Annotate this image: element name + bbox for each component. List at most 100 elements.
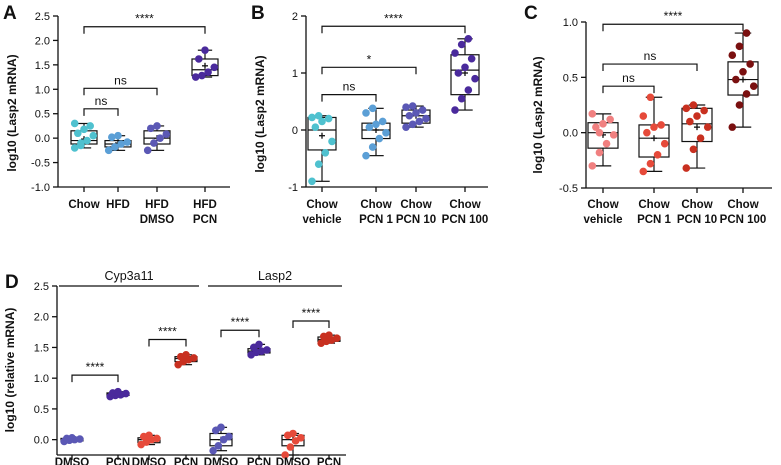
panel-c-y-tick-label: 1.0	[563, 17, 578, 29]
panel-d-data-point	[68, 433, 76, 442]
panel-b-data-point	[321, 149, 330, 157]
panel-c-y-tick-label: 0.0	[563, 128, 578, 140]
panel-d-data-point	[214, 441, 223, 450]
panel-c-data-point	[728, 51, 737, 60]
panel-a-significance-label: ns	[95, 94, 108, 108]
panel-b-data-point	[422, 114, 430, 123]
panel-d-data-point	[286, 443, 295, 451]
panel-d-category-label: DMSO	[204, 457, 239, 465]
panel-c-category-label: vehicle	[584, 214, 623, 226]
panel-a-data-point	[198, 71, 206, 80]
panel-d-group-title: Cyp3a11	[104, 269, 153, 283]
panel-c-data-point	[599, 120, 607, 128]
panel-c-data-point	[606, 115, 614, 124]
panel-c-data-point	[686, 117, 694, 126]
panel-c-data-point	[639, 167, 648, 176]
panel-c-significance-bracket	[602, 85, 655, 94]
panel-c-category-label: Chow	[727, 199, 758, 211]
panel-b-data-point	[415, 117, 424, 126]
panel-c-data-point	[742, 29, 751, 37]
panel-a-significance-bracket	[83, 26, 206, 34]
panel-d-data-point	[217, 423, 225, 432]
panel-d-data-point	[153, 434, 161, 443]
panel-c-data-point	[749, 82, 758, 90]
panel-a-significance-label: ns	[114, 73, 127, 87]
panel-c-data-point	[609, 131, 618, 139]
panel-b-data-point	[375, 134, 384, 143]
panel-c-category-label: Chow	[638, 199, 669, 211]
panel-b-category-label: Chow	[306, 199, 337, 211]
panel-c-category-label: PCN 100	[720, 214, 767, 226]
panel-c-category-label: Chow	[681, 199, 712, 211]
panel-c-ylabel: log10 (Lasp2 mRNA)	[531, 56, 545, 173]
panel-d-significance-bracket	[148, 338, 187, 347]
panel-d-y-tick-label: 0.0	[34, 435, 49, 447]
panel-c-data-point	[689, 145, 698, 154]
panel-a-data-point	[117, 140, 125, 148]
panel-b-data-point	[418, 106, 427, 114]
panel-a-category-label: HFD	[145, 199, 169, 211]
panel-b-category-label: Chow	[360, 199, 391, 211]
panel-c-data-point	[703, 123, 712, 131]
panel-a-data-point	[70, 144, 79, 152]
panel-a-data-point	[114, 131, 122, 140]
panel-b-data-point	[402, 123, 410, 131]
panel-c-box	[681, 107, 713, 143]
panel-c-data-point	[693, 112, 701, 120]
panel-d-y-tick-label: 2.5	[34, 281, 49, 293]
panel-a-category-label: HFD	[106, 199, 130, 211]
panel-a-data-point	[156, 134, 164, 142]
panel-a-data-point	[108, 133, 116, 141]
panel-b-data-point	[318, 117, 326, 126]
panel-d-y-tick-label: 1.0	[34, 373, 49, 385]
panel-d-data-point	[297, 433, 305, 442]
panel-a-y-tick-label: 1.5	[35, 60, 50, 72]
panel-b-data-point	[451, 49, 459, 57]
panel-b-y-tick-label: -1	[288, 182, 298, 194]
panel-d-significance-bracket	[292, 320, 330, 329]
panel-c-significance-bracket	[602, 63, 698, 72]
panel-a-category-label: Chow	[68, 199, 99, 211]
panel-a-data-point	[143, 146, 152, 155]
panel-c-data-point	[660, 139, 669, 148]
panel-c-data-point	[682, 104, 691, 113]
panel-d-ylabel: log10 (relative mRNA)	[3, 308, 17, 433]
panel-b-data-point	[328, 137, 336, 146]
panel-d-group-title: Lasp2	[258, 269, 292, 283]
panel-b-data-point	[408, 102, 417, 110]
panel-b-data-point	[311, 123, 320, 131]
panel-c-y-tick-label: 0.5	[563, 72, 578, 84]
panel-b-category-label: vehicle	[303, 214, 342, 226]
panel-d-data-point	[114, 387, 122, 396]
panel-a-y-tick-label: -1.0	[31, 182, 50, 194]
panel-b-data-point	[372, 120, 380, 129]
panel-c-data-point	[588, 162, 597, 170]
panel-c-data-point	[728, 123, 737, 131]
panel-d-category-label: DMSO	[132, 457, 167, 465]
panel-c-data-point	[646, 159, 655, 168]
panel-a-data-point	[74, 129, 82, 138]
panel-c-data-point	[595, 148, 604, 157]
panel-a-label: A	[3, 3, 17, 24]
panel-b: B log10 (Lasp2 mRNA) -1 0 1 2 Chow vehicle Cho…	[251, 3, 488, 226]
panel-b-data-point	[457, 40, 466, 49]
panel-d-significance-label: ****	[302, 306, 321, 320]
panel-c-data-point	[735, 42, 744, 51]
panel-b-label: B	[251, 3, 265, 24]
panel-d-significance-bracket	[71, 374, 119, 383]
panel-c-data-point	[592, 123, 600, 131]
panel-a-data-point	[204, 68, 212, 76]
panel-b-data-point	[408, 120, 417, 129]
panel-d-category-label: PCN	[174, 457, 198, 465]
panel-b-significance-label: ****	[384, 11, 403, 25]
panel-d-data-point	[225, 432, 233, 441]
panel-b-data-point	[365, 123, 374, 131]
panel-d-data-point	[122, 389, 130, 398]
panel-a-data-point	[147, 124, 155, 133]
panel-d-y-tick-label: 1.5	[34, 342, 49, 354]
panel-a-category-label: DMSO	[140, 214, 175, 226]
panel-b-data-point	[461, 63, 469, 72]
panel-a-data-point	[83, 136, 91, 145]
panel-a-y-tick-label: 1.0	[35, 84, 50, 96]
panel-c-data-point	[739, 68, 747, 76]
